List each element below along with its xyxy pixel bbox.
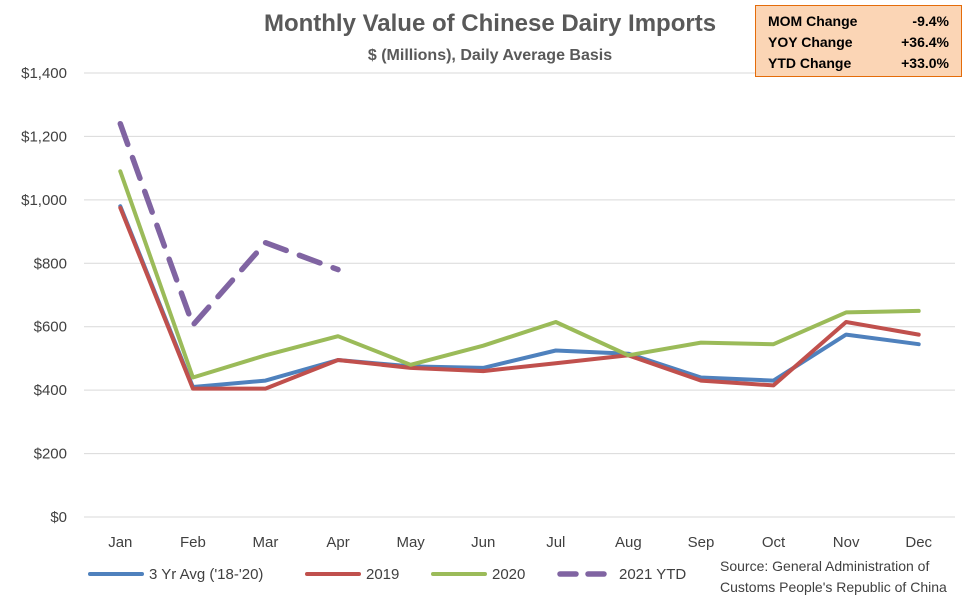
stat-value: -9.4% (912, 13, 949, 29)
stat-label: MOM Change (768, 13, 858, 29)
y-tick-label: $200 (34, 446, 67, 463)
stat-row-ytd: YTD Change +33.0% (768, 55, 949, 75)
x-tick-label: Oct (762, 534, 786, 551)
y-tick-label: $0 (50, 509, 67, 526)
gridlines (84, 72, 955, 518)
y-tick-label: $1,000 (21, 192, 67, 209)
x-tick-label: Dec (905, 534, 932, 551)
x-tick-label: Jun (471, 534, 495, 551)
stat-row-mom: MOM Change -9.4% (768, 13, 949, 33)
series-lines (117, 120, 921, 391)
chart-title: Monthly Value of Chinese Dairy Imports (264, 10, 716, 37)
x-tick-label: Jan (108, 534, 132, 551)
source-line-1: Source: General Administration of (720, 558, 929, 574)
x-tick-label: Apr (326, 534, 349, 551)
x-tick-label: Jul (546, 534, 565, 551)
legend-label: 2021 YTD (619, 566, 686, 583)
stat-label: YTD Change (768, 55, 852, 71)
stat-row-yoy: YOY Change +36.4% (768, 34, 949, 54)
series-line-0 (118, 204, 921, 389)
chart-subtitle: $ (Millions), Daily Average Basis (368, 47, 612, 64)
stat-label: YOY Change (768, 34, 853, 50)
source-line-2: Customs People's Republic of China (720, 579, 947, 595)
change-stats-box: MOM Change -9.4% YOY Change +36.4% YTD C… (755, 5, 962, 77)
series-line-1 (118, 205, 921, 391)
series-line-3 (117, 120, 341, 328)
x-axis-ticks: Jan Feb Mar Apr May Jun Jul Aug Sep Oct Nov Dec (108, 534, 932, 551)
x-tick-label: Mar (253, 534, 279, 551)
legend: 3 Yr Avg ('18-'20) 2019 2020 2021 YTD (88, 566, 686, 583)
legend-label: 3 Yr Avg ('18-'20) (149, 566, 263, 583)
stat-value: +36.4% (901, 34, 949, 50)
y-tick-label: $400 (34, 382, 67, 399)
x-tick-label: Nov (833, 534, 860, 551)
legend-label: 2019 (366, 566, 399, 583)
y-axis-ticks: $0 $200 $400 $600 $800 $1,000 $1,200 $1,400 (21, 65, 67, 526)
y-tick-label: $1,400 (21, 65, 67, 82)
x-tick-label: May (396, 534, 425, 551)
y-tick-label: $800 (34, 255, 67, 272)
stat-value: +33.0% (901, 55, 949, 71)
x-tick-label: Feb (180, 534, 206, 551)
legend-label: 2020 (492, 566, 525, 583)
x-tick-label: Sep (688, 534, 715, 551)
y-tick-label: $1,200 (21, 128, 67, 145)
series-line-2 (118, 169, 921, 380)
y-tick-label: $600 (34, 319, 67, 336)
x-tick-label: Aug (615, 534, 642, 551)
